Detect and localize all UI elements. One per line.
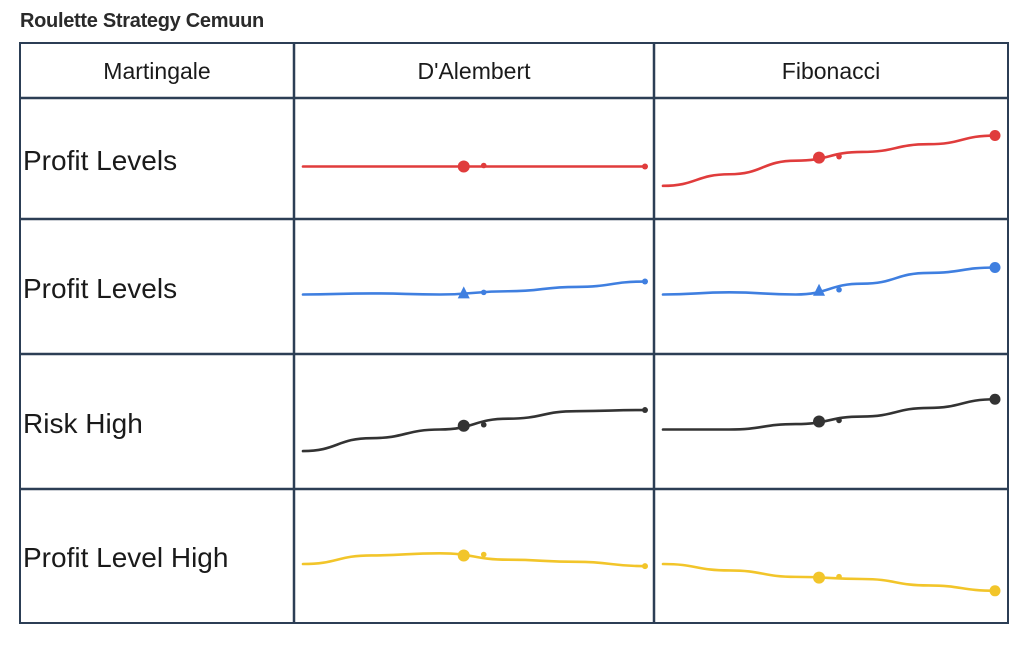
series-point [836, 153, 842, 160]
series-point [480, 162, 487, 169]
series-endpoint [642, 163, 648, 170]
table-frame [19, 42, 1009, 624]
series-marker [813, 151, 826, 164]
series-lines [301, 130, 1001, 597]
chart-title: Roulette Strategy Cemuun [20, 10, 264, 32]
series-point [480, 551, 487, 558]
series-line-dalembert-4 [301, 551, 647, 568]
row-label-profit-level-high: Profit Level High [23, 542, 228, 573]
series-marker [813, 283, 826, 296]
series-endpoint [642, 278, 648, 285]
series-line-fibonacci-1 [661, 134, 997, 188]
column-header-martingale: Martingale [103, 58, 210, 84]
series-point [480, 421, 487, 428]
series-marker [457, 286, 470, 299]
series-line-fibonacci-4 [661, 562, 997, 593]
series-endpoint [642, 563, 648, 570]
column-header-dalembert: D'Alembert [417, 58, 531, 84]
series-endpoint [989, 262, 1001, 273]
column-header-fibonacci: Fibonacci [782, 58, 880, 84]
row-label-risk-high: Risk High [23, 408, 143, 439]
series-marker [457, 549, 470, 562]
series-point [480, 289, 487, 296]
series-endpoint [989, 585, 1001, 597]
series-marker [457, 160, 470, 173]
series-line-dalembert-3 [301, 408, 647, 453]
series-marker [813, 415, 826, 428]
row-label-profit-levels: Profit Levels [23, 145, 177, 176]
series-line-fibonacci-2 [661, 266, 997, 296]
series-point [836, 573, 842, 580]
series-endpoint [989, 130, 1001, 142]
series-marker [813, 571, 826, 584]
series-endpoint [989, 393, 1001, 405]
row-label-profit-levels-2: Profit Levels [23, 273, 177, 304]
series-endpoint [642, 407, 648, 414]
series-line-fibonacci-3 [661, 397, 997, 431]
series-line-dalembert-2 [301, 280, 647, 296]
series-point [836, 417, 842, 424]
series-point [836, 286, 842, 293]
series-marker [457, 419, 470, 432]
